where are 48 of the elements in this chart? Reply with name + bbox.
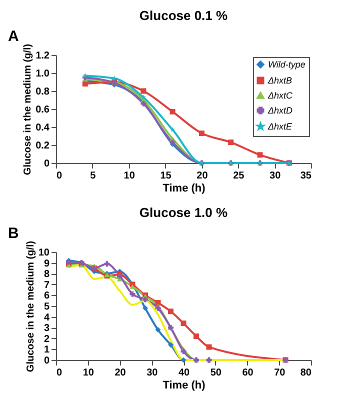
x-tick-label: 0 [56,368,62,378]
y-tick-label: 6 [44,290,50,302]
y-tick-label: 1 [44,344,50,356]
x-tick-label: 25 [233,170,245,182]
y-tick-label: 10 [38,248,50,258]
legend-label: ΔhxtD [267,106,294,116]
y-tick-label: 0.8 [36,86,50,98]
y-tick-label: 0.2 [36,140,50,152]
x-tick-label: 20 [196,170,208,182]
y-tick-label: 3 [44,323,50,334]
y-tick-label: 1.2 [36,50,50,62]
text: B [8,225,19,242]
x-tick-label: 5 [90,170,96,182]
x-tick-label: 10 [124,170,136,182]
legend-label: Wild-type [268,60,306,70]
y-axis-title: Glucose in the medium (g/l) [25,240,36,372]
x-tick-label: 0 [56,170,62,182]
x-axis-title: Time (h) [162,182,206,194]
y-tick-label: 8 [44,269,50,280]
y-tick-label: 0 [44,158,50,170]
x-tick-label: 30 [146,368,158,378]
y-tick-label: 4 [44,312,50,324]
legend-label: ΔhxtC [267,90,294,100]
x-tick-label: 40 [178,368,190,378]
y-tick-label: 0.6 [36,104,50,116]
x-tick-label: 60 [242,368,254,378]
x-tick-label: 35 [300,170,312,182]
x-tick-label: 10 [82,368,94,378]
y-tick-label: 7 [44,280,50,291]
y-tick-label: 9 [44,258,50,270]
y-tick-label: 1.0 [36,68,50,80]
x-tick-label: 50 [210,368,222,378]
x-axis-title: Time (h) [162,380,206,392]
y-tick-label: 0 [44,356,50,366]
legend-label: ΔhxtB [267,76,292,86]
y-axis-title: Glucose in the medium (g/l) [22,44,34,176]
legend-label: ΔhxtE [267,122,294,132]
x-tick-label: 30 [270,170,282,182]
x-tick-label: 15 [160,170,172,182]
x-tick-label: 20 [114,368,126,378]
chart-title: Glucose 1.0 % [139,205,228,220]
x-tick-label: 70 [274,368,286,378]
chart-title: Glucose 0.1 % [139,8,228,23]
x-tick-label: 80 [300,368,312,378]
y-tick-label: 0.4 [36,122,50,134]
y-tick-label: 5 [44,302,50,312]
y-tick-label: 2 [44,334,50,345]
text: A [8,28,19,45]
